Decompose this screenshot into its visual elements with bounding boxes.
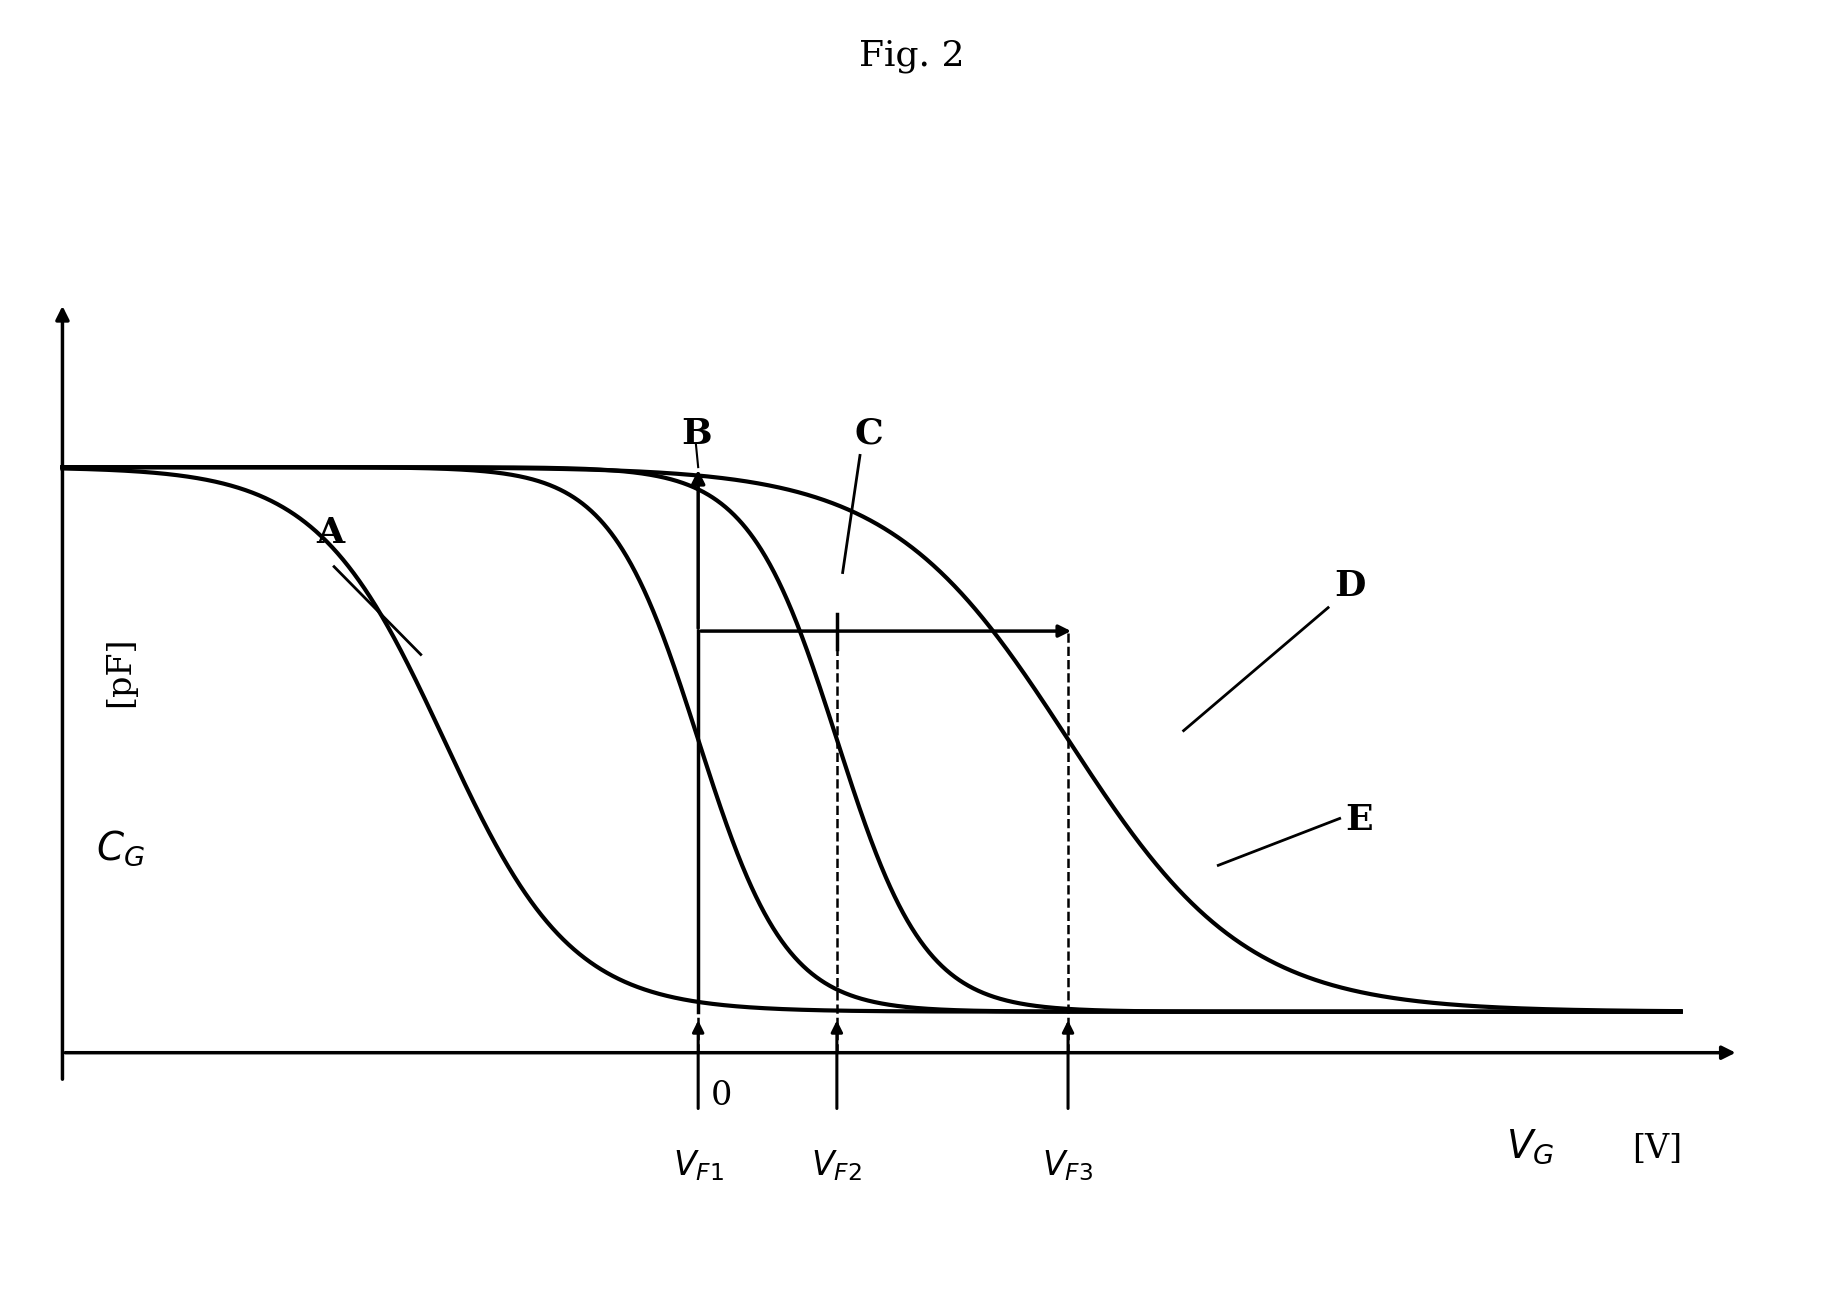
Text: [V]: [V] [1632, 1134, 1681, 1165]
Text: $V_{F1}$: $V_{F1}$ [673, 1149, 724, 1183]
Text: $V_G$: $V_G$ [1506, 1128, 1553, 1166]
Text: $V_{F2}$: $V_{F2}$ [811, 1149, 862, 1183]
Text: A: A [317, 516, 345, 550]
Text: $C_G$: $C_G$ [97, 827, 144, 868]
Text: $V_{F3}$: $V_{F3}$ [1043, 1149, 1094, 1183]
Text: E: E [1345, 803, 1373, 838]
Text: D: D [1333, 569, 1364, 603]
Text: C: C [853, 417, 882, 451]
Text: B: B [680, 417, 711, 451]
Text: Fig. 2: Fig. 2 [859, 39, 964, 73]
Text: 0: 0 [711, 1080, 731, 1113]
Text: [pF]: [pF] [104, 637, 137, 708]
